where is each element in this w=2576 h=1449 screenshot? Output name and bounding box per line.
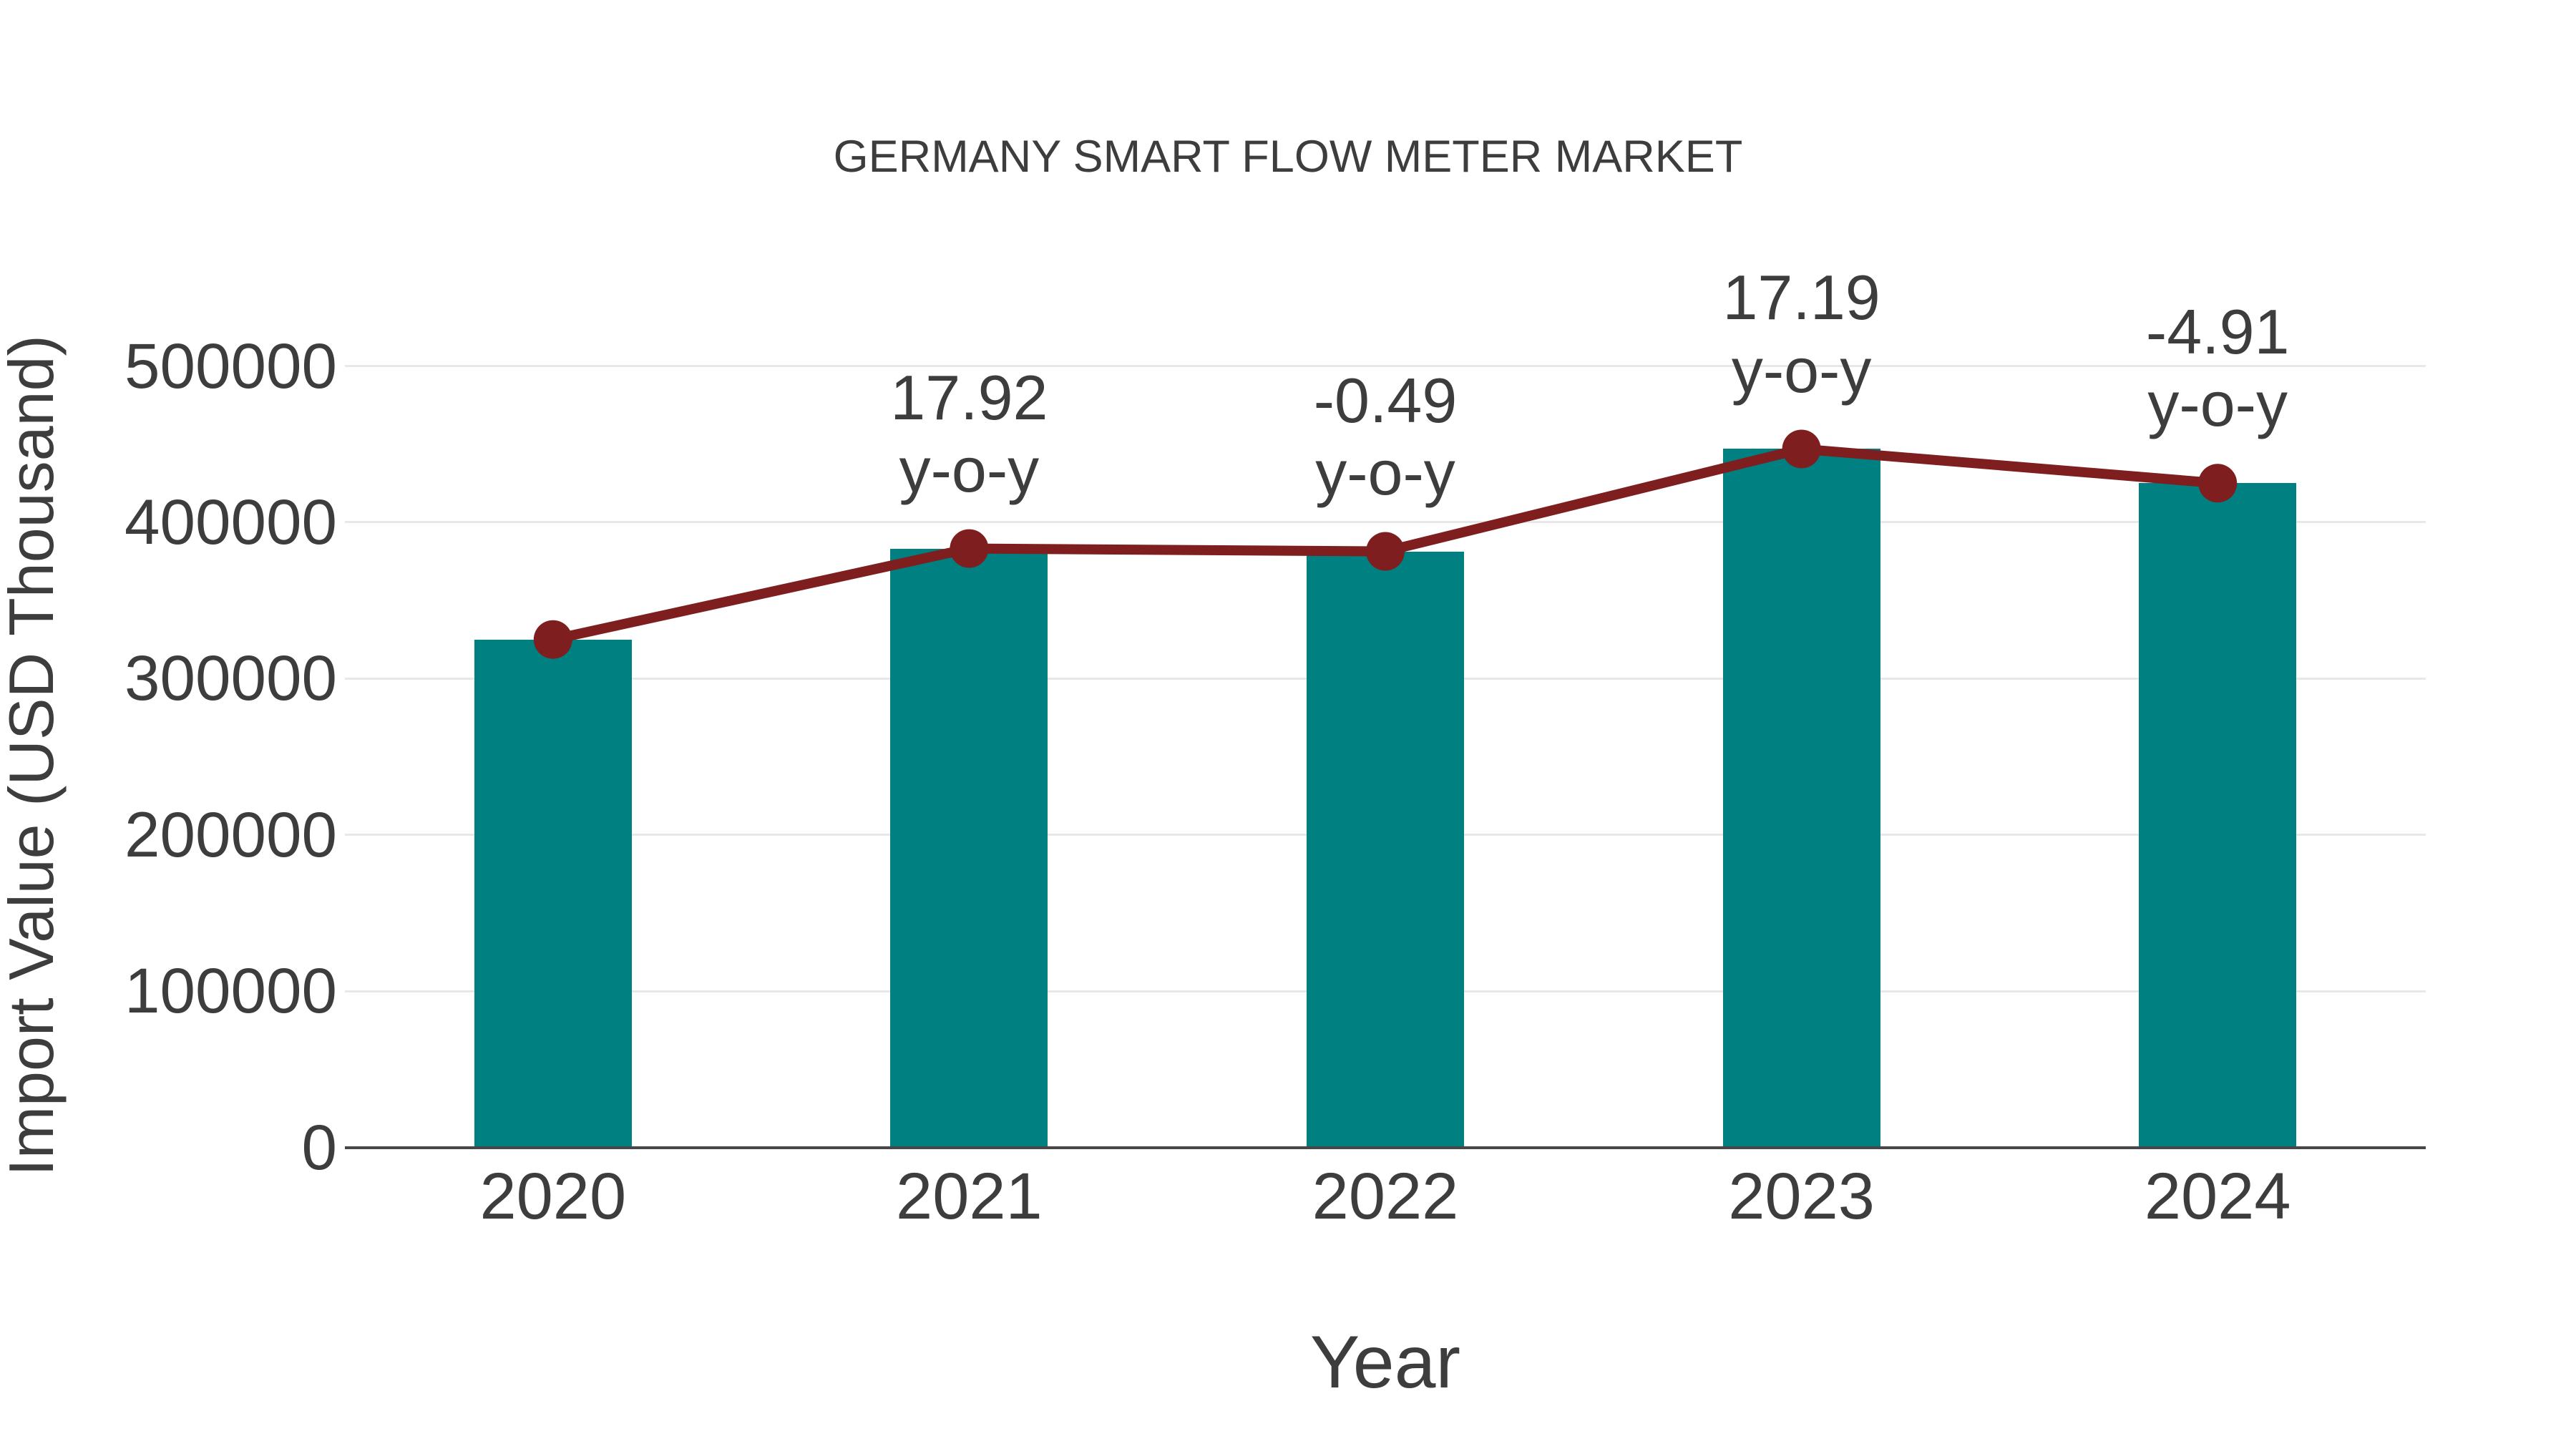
annotation-2022: -0.49 y-o-y [1314,364,1458,509]
annotation-2024: -4.91 y-o-y [2146,296,2290,440]
x-tick-label-2023: 2023 [1728,1159,1875,1233]
x-tick-label-2022: 2022 [1312,1159,1459,1233]
annotation-value: -4.91 [2145,296,2290,368]
line-marker-2023 [1782,429,1821,469]
y-tick-label-100000: 100000 [125,955,337,1027]
annotation-value: 17.92 [890,361,1048,433]
gridline-500000 [345,365,2426,367]
bar-2024 [2139,483,2297,1148]
x-tick-label-2024: 2024 [2144,1159,2291,1233]
line-marker-2024 [2198,464,2238,503]
bar-2020 [474,639,632,1148]
x-tick-label-2020: 2020 [479,1159,627,1233]
annotation-suffix: y-o-y [899,434,1040,505]
y-tick-label-200000: 200000 [125,798,337,870]
bar-2021 [890,548,1048,1148]
y-tick-label-0: 0 [301,1111,338,1183]
x-axis-title: Year [1309,1321,1461,1404]
annotation-suffix: y-o-y [1731,334,1872,406]
annotation-2021: 17.92 y-o-y [890,361,1048,506]
x-tick-label-2021: 2021 [896,1159,1043,1233]
chart-title: GERMANY SMART FLOW METER MARKET [833,132,1743,182]
gridline-400000 [345,521,2426,524]
bar-2023 [1722,449,1880,1148]
y-tick-label-500000: 500000 [125,329,337,401]
annotation-suffix: y-o-y [1315,436,1455,508]
annotation-suffix: y-o-y [2147,369,2288,440]
annotation-value: -0.49 [1313,364,1458,436]
line-marker-2021 [950,529,989,568]
line-marker-2020 [533,620,572,659]
annotation-value: 17.19 [1722,262,1880,333]
y-tick-label-400000: 400000 [125,485,337,557]
annotation-2023: 17.19 y-o-y [1722,261,1880,406]
line-marker-2022 [1366,532,1405,571]
y-tick-label-300000: 300000 [125,642,337,714]
x-axis-line [345,1146,2426,1149]
bar-2022 [1307,551,1464,1148]
